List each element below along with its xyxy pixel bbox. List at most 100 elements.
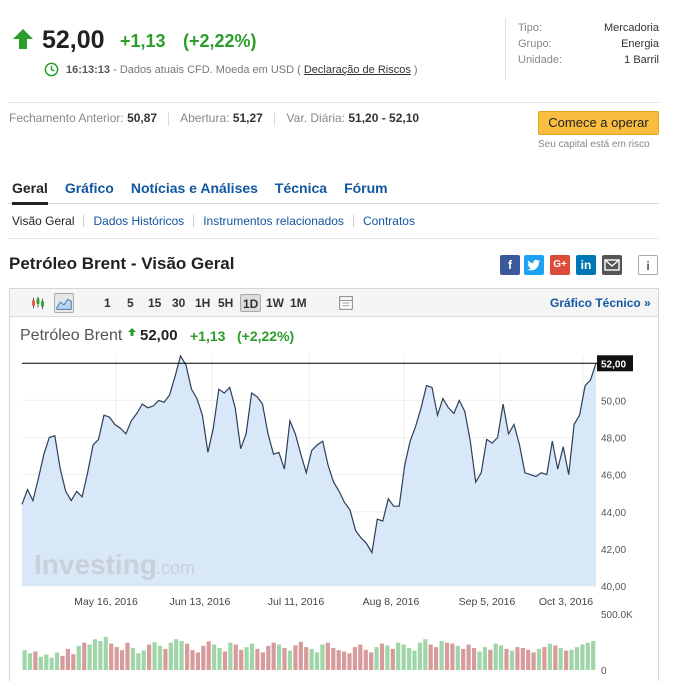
volume-bar: [574, 647, 579, 670]
info-icon[interactable]: i: [638, 255, 658, 275]
info-label: Tipo:: [518, 22, 543, 34]
tab-chart[interactable]: Gráfico: [64, 180, 114, 196]
volume-bar: [520, 648, 525, 670]
area-chart-icon[interactable]: [54, 293, 74, 313]
volume-bar: [515, 647, 520, 670]
volume-bar: [136, 653, 141, 670]
twitter-share-icon[interactable]: [524, 255, 544, 275]
volume-bar: [417, 642, 422, 670]
volume-bar: [455, 645, 460, 670]
volume-bar: [228, 642, 233, 670]
subtab-related-instruments[interactable]: Instrumentos relacionados: [203, 214, 344, 228]
volume-bar: [304, 647, 309, 670]
volume-bar: [82, 642, 87, 670]
volume-bar: [564, 650, 569, 670]
volume-bar: [374, 647, 379, 670]
volume-bar: [222, 651, 228, 670]
section-divider: [8, 102, 659, 103]
volume-bar: [217, 648, 222, 670]
volume-bar: [320, 644, 325, 670]
price-change: +1,13: [120, 31, 166, 51]
volume-bar: [363, 649, 368, 670]
volume-bar: [493, 643, 498, 670]
volume-bar: [49, 657, 54, 670]
google-plus-share-icon[interactable]: G+: [550, 255, 570, 275]
volume-bar: [233, 644, 238, 670]
price-line: [21, 354, 597, 555]
page-title: Petróleo Brent - Visão Geral: [9, 254, 235, 273]
volume-bar: [55, 652, 60, 670]
volume-axis-label: 500.0K: [601, 610, 633, 621]
y-tick-label: 42,00: [601, 545, 626, 556]
day-range-value: 51,20 - 52,10: [348, 111, 420, 125]
start-trading-button[interactable]: Comece a operar: [538, 111, 659, 135]
linkedin-share-icon[interactable]: in: [576, 255, 596, 275]
period-5h-button[interactable]: 5H: [218, 296, 234, 310]
day-range-label: Var. Diária:: [286, 111, 346, 125]
subtab-historical-data[interactable]: Dados Históricos: [93, 214, 185, 228]
technical-chart-link[interactable]: Gráfico Técnico »: [550, 296, 651, 310]
chart-price: 52,00: [140, 327, 178, 344]
volume-bar: [27, 653, 33, 670]
info-label: Grupo:: [518, 38, 552, 50]
tab-forum[interactable]: Fórum: [344, 180, 388, 196]
x-tick-label: Aug 8, 2016: [363, 596, 420, 608]
volume-bar: [526, 649, 531, 670]
current-price-label: 52,00: [601, 359, 626, 370]
chart-change-percent: (+2,22%): [237, 328, 295, 344]
y-tick-label: 44,00: [601, 508, 626, 519]
volume-bar: [152, 642, 157, 670]
volume-bar: [163, 648, 168, 670]
tab-news-analysis[interactable]: Notícias e Análises: [130, 180, 258, 196]
volume-bar: [168, 642, 173, 670]
volume-bar: [531, 652, 536, 670]
info-value: Energia: [621, 38, 659, 50]
x-tick-label: Jun 13, 2016: [170, 596, 231, 608]
period-5-button[interactable]: 5: [127, 296, 134, 310]
tab-overview[interactable]: Geral: [12, 180, 48, 205]
volume-bar: [266, 645, 271, 670]
current-price-tag: [597, 355, 633, 372]
period-1m-button[interactable]: 1M: [290, 296, 307, 310]
email-share-icon[interactable]: [602, 255, 622, 275]
volume-bar: [482, 647, 487, 670]
period-1h-button[interactable]: 1H: [195, 296, 211, 310]
volume-bar: [585, 642, 590, 670]
period-1-button[interactable]: 1: [104, 296, 111, 310]
price-area: [22, 355, 596, 586]
volume-bar: [499, 645, 504, 670]
info-row-unit: Unidade: 1 Barril: [518, 54, 659, 70]
tab-technical[interactable]: Técnica: [274, 180, 328, 196]
price-stats-bar: Fechamento Anterior: 50,87 Abertura: 51,…: [9, 111, 419, 126]
info-label: Unidade:: [518, 54, 563, 66]
volume-bar: [22, 650, 27, 670]
volume-bar: [396, 642, 401, 670]
subtabs-divider: [8, 238, 659, 239]
facebook-share-icon[interactable]: f: [500, 255, 520, 275]
volume-bar: [282, 648, 287, 670]
period-15-button[interactable]: 15: [148, 296, 162, 310]
subtab-contracts[interactable]: Contratos: [362, 214, 415, 228]
period-1d-button[interactable]: 1D: [240, 294, 262, 312]
price-chart[interactable]: 52,00 Investing .com 40,00 42,00 44,00 46,00 48…: [10, 350, 659, 681]
volume-bar: [65, 648, 70, 670]
period-30-button[interactable]: 30: [172, 296, 186, 310]
subtab-overview[interactable]: Visão Geral: [12, 214, 75, 228]
risk-disclosure-link[interactable]: Declaração de Riscos: [303, 64, 411, 76]
volume-bar: [201, 645, 206, 670]
candlestick-chart-icon[interactable]: [28, 293, 48, 313]
volume-bar: [255, 648, 260, 670]
volume-bar: [147, 644, 152, 670]
period-1w-button[interactable]: 1W: [266, 296, 284, 310]
x-tick-label: Jul 11, 2016: [268, 596, 325, 608]
volume-bar: [428, 644, 433, 670]
volume-bar: [76, 645, 81, 670]
volume-bar: [331, 648, 336, 670]
chart-settings-icon[interactable]: [336, 293, 356, 313]
volume-bar: [504, 648, 509, 670]
prev-close-label: Fechamento Anterior:: [9, 111, 124, 125]
y-tick-label: 48,00: [601, 434, 626, 445]
volume-bar: [33, 651, 38, 670]
volume-bar: [157, 645, 163, 670]
volume-bar: [385, 645, 390, 670]
